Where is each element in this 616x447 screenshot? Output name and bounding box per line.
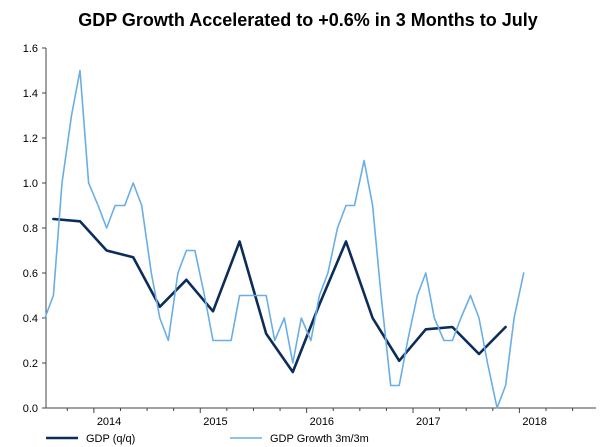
axes: 0.0 0.2 0.4 0.6 0.8 1.0 1.2 1.4 1.6 2014 2015 2016 2…	[23, 43, 596, 428]
y-tick-label: 1.0	[23, 178, 38, 190]
legend-label-1: GDP Growth 3m/3m	[270, 433, 369, 445]
y-tick-label: 0.8	[23, 223, 38, 235]
x-tick-label: 2014	[97, 416, 121, 428]
y-tick-label: 0.0	[23, 403, 38, 415]
series-line-1	[44, 69, 525, 409]
x-tick-label: 2017	[416, 416, 440, 428]
x-tick-label: 2016	[310, 416, 334, 428]
series-line-0	[52, 217, 507, 374]
chart-title: GDP Growth Accelerated to +0.6% in 3 Mon…	[78, 10, 538, 30]
y-tick-label: 1.6	[23, 43, 38, 55]
y-tick-label: 1.2	[23, 133, 38, 145]
x-tick-label: 2018	[522, 416, 546, 428]
y-tick-label: 0.4	[23, 313, 38, 325]
series-layer	[44, 69, 525, 409]
y-tick-label: 0.2	[23, 358, 38, 370]
y-tick-label: 1.4	[23, 88, 38, 100]
legend-label-0: GDP (q/q)	[86, 433, 135, 445]
legend: GDP (q/q) GDP Growth 3m/3m	[46, 433, 369, 445]
x-tick-label: 2015	[203, 416, 227, 428]
y-tick-label: 0.6	[23, 268, 38, 280]
